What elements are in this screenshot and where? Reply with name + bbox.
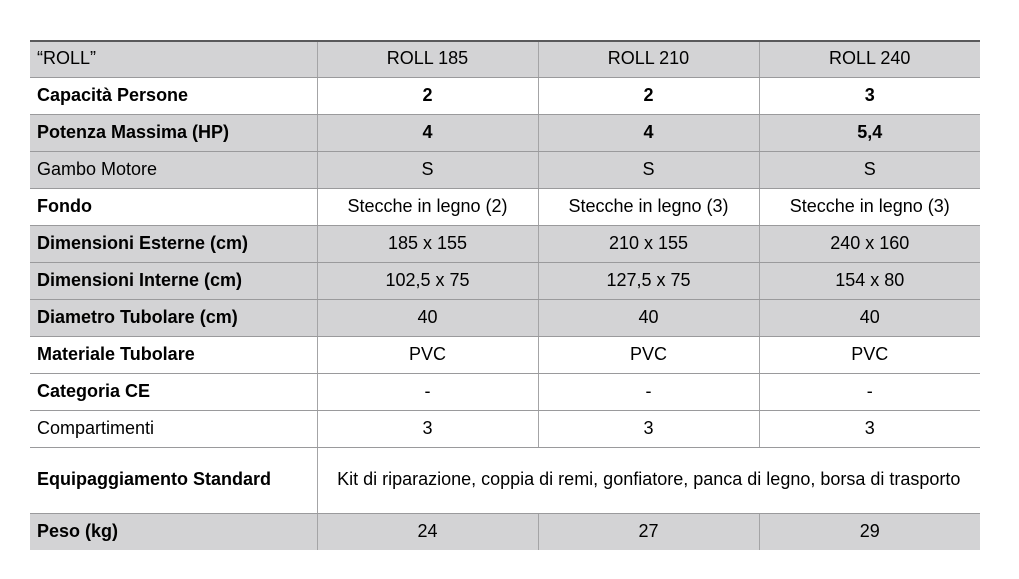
column-header-roll-185: ROLL 185 <box>316 41 538 78</box>
row-label: Peso (kg) <box>37 520 119 541</box>
cell-value: 154 x 80 <box>758 262 980 300</box>
spec-row-peso: Peso (kg) 24 27 29 <box>30 513 980 550</box>
cell-value: 24 <box>316 513 538 550</box>
row-label: Materiale Tubolare <box>30 336 317 374</box>
cell-value: 27 <box>537 513 759 550</box>
cell-value: S <box>758 151 980 189</box>
row-label: Compartimenti <box>30 410 317 448</box>
spec-row-dimensioni-esterne: Dimensioni Esterne (cm) 185 x 155 210 x … <box>30 225 980 263</box>
cell-value: S <box>316 151 538 189</box>
cell-value: 3 <box>537 410 759 448</box>
spec-row-gambo-motore: Gambo Motore S S S <box>30 151 980 189</box>
cell-value: - <box>758 373 980 411</box>
cell-value: 3 <box>758 77 980 115</box>
column-header-roll-240: ROLL 240 <box>758 41 980 78</box>
cell-value: 185 x 155 <box>316 225 538 263</box>
cell-value: 2 <box>316 77 538 115</box>
cell-value: 3 <box>316 410 538 448</box>
cell-value: 240 x 160 <box>758 225 980 263</box>
column-header-roll-210: ROLL 210 <box>537 41 759 78</box>
cell-value: Stecche in legno (2) <box>316 188 538 226</box>
spec-row-categoria-ce: Categoria CE - - - <box>30 373 980 411</box>
spec-row-capacita-persone: Capacità Persone 2 2 3 <box>30 77 980 115</box>
row-label: Gambo Motore <box>30 151 317 189</box>
cell-value: Stecche in legno (3) <box>758 188 980 226</box>
spec-row-compartimenti: Compartimenti 3 3 3 <box>30 410 980 448</box>
cell-value: 102,5 x 75 <box>316 262 538 300</box>
cell-value: 2 <box>537 77 759 115</box>
cell-value: PVC <box>537 336 759 374</box>
spec-row-potenza-massima: Potenza Massima (HP) 4 4 5,4 <box>30 114 980 152</box>
cell-value: 5,4 <box>758 114 980 152</box>
row-label: Fondo <box>30 188 317 226</box>
spec-row-fondo: Fondo Stecche in legno (2) Stecche in le… <box>30 188 980 226</box>
cell-value: Stecche in legno (3) <box>537 188 759 226</box>
cell-value: 29 <box>758 513 980 550</box>
table-title-cell: “ROLL” <box>30 41 317 78</box>
spec-row-materiale-tubolare: Materiale Tubolare PVC PVC PVC <box>30 336 980 374</box>
cell-value: 3 <box>758 410 980 448</box>
spec-row-diametro-tubolare: Diametro Tubolare (cm) 40 40 40 <box>30 299 980 337</box>
row-label: Dimensioni Interne (cm) <box>30 262 317 300</box>
cell-value: PVC <box>316 336 538 374</box>
cell-value: S <box>537 151 759 189</box>
row-label: Equipaggiamento Standard <box>30 447 317 514</box>
cell-value: 4 <box>537 114 759 152</box>
header-row: “ROLL” ROLL 185 ROLL 210 ROLL 240 <box>30 41 980 78</box>
cell-value: 40 <box>316 299 538 337</box>
spec-row-equipaggiamento-standard: Equipaggiamento Standard Kit di riparazi… <box>30 447 980 514</box>
specs-table: “ROLL” ROLL 185 ROLL 210 ROLL 240 Capaci… <box>30 40 980 550</box>
cell-value: 210 x 155 <box>537 225 759 263</box>
cell-value: 127,5 x 75 <box>537 262 759 300</box>
row-label: Diametro Tubolare (cm) <box>30 299 317 337</box>
cell-value-spanning: Kit di riparazione, coppia di remi, gonf… <box>316 447 980 514</box>
cell-value: 40 <box>758 299 980 337</box>
cell-value: 40 <box>537 299 759 337</box>
spec-row-dimensioni-interne: Dimensioni Interne (cm) 102,5 x 75 127,5… <box>30 262 980 300</box>
cell-value: PVC <box>758 336 980 374</box>
row-label: Capacità Persone <box>30 77 317 115</box>
cell-value: - <box>537 373 759 411</box>
row-label: Potenza Massima (HP) <box>30 114 317 152</box>
row-label: Dimensioni Esterne (cm) <box>30 225 317 263</box>
cell-value: - <box>316 373 538 411</box>
row-label: Categoria CE <box>30 373 317 411</box>
cell-value: 4 <box>316 114 538 152</box>
